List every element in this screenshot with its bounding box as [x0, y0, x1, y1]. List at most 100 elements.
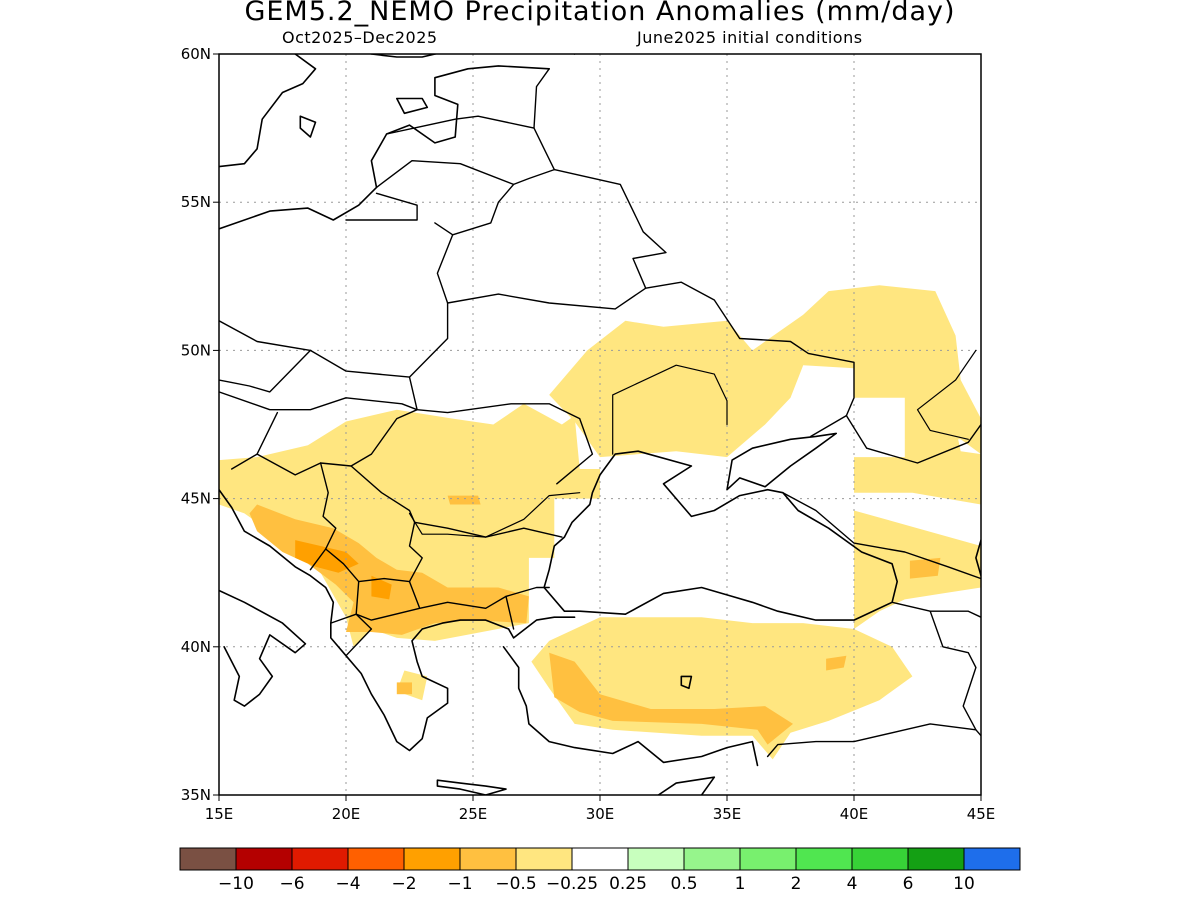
- forecast-period: Oct2025–Dec2025: [282, 28, 438, 47]
- anomaly-region: [549, 285, 981, 458]
- country-border: [219, 391, 594, 485]
- map-title: GEM5.2_NEMO Precipitation Anomalies (mm/…: [244, 0, 956, 27]
- country-border: [375, 159, 515, 189]
- anomaly-fill-layer: [219, 285, 981, 760]
- anomaly-region: [909, 557, 941, 579]
- color-bar-label: −6: [279, 874, 304, 894]
- anomaly-region: [249, 504, 529, 635]
- color-bar-label: 4: [847, 874, 858, 894]
- color-bar-swatch: [291, 847, 349, 871]
- saaremaa: [395, 97, 429, 115]
- color-bar-label: −10: [218, 874, 254, 894]
- color-bar-swatch: [627, 847, 685, 871]
- caspian-coast: [975, 539, 981, 577]
- color-bar-label: 0.25: [609, 874, 647, 894]
- color-bar-label: −4: [335, 874, 360, 894]
- sea-of-azov: [726, 432, 838, 491]
- country-border: [330, 613, 357, 624]
- country-border: [385, 115, 555, 171]
- color-bar-label: 6: [903, 874, 914, 894]
- color-bar-swatch: [683, 847, 741, 871]
- country-border: [408, 521, 550, 609]
- color-bar-swatch: [963, 847, 1021, 871]
- river-line: [916, 349, 977, 440]
- lon-tick-label: 25E: [459, 805, 488, 823]
- color-bar-label: 1: [735, 874, 746, 894]
- color-bar-label: −1: [447, 874, 472, 894]
- lon-tick-label: 30E: [586, 805, 615, 823]
- color-bar-swatch: [739, 847, 797, 871]
- color-bar-swatch: [907, 847, 965, 871]
- country-border: [446, 281, 855, 438]
- map-features: [219, 54, 981, 795]
- country-border: [891, 601, 981, 618]
- italy-heel: [219, 589, 307, 707]
- river-line: [408, 492, 581, 538]
- initial-conditions: June2025 initial conditions: [637, 28, 863, 47]
- country-border: [319, 409, 418, 467]
- lat-tick-label: 35N: [181, 786, 211, 804]
- color-bar-swatch: [515, 847, 573, 871]
- anomaly-region: [396, 682, 412, 695]
- lon-tick-label: 35E: [713, 805, 742, 823]
- country-border: [256, 453, 337, 571]
- anomaly-region: [295, 540, 359, 573]
- country-border: [533, 68, 550, 129]
- color-bar-swatch: [851, 847, 909, 871]
- lake-tuz: [680, 675, 693, 690]
- lon-tick-label: 45E: [967, 805, 996, 823]
- black-sea: [543, 450, 899, 621]
- color-bar-swatch: [403, 847, 461, 871]
- gotland: [299, 115, 317, 138]
- country-border: [219, 320, 411, 378]
- anomaly-region: [371, 575, 392, 600]
- color-bar: −10 −6 −4 −2 −1 −0.5 −0.25 0.25 0.5 1 2 4 6 10: [179, 847, 1021, 894]
- color-bar-swatch: [347, 847, 405, 871]
- finland-coast: [370, 54, 576, 58]
- lat-tick-label: 60N: [181, 45, 211, 63]
- lon-tick-label: 20E: [332, 805, 361, 823]
- country-border: [766, 723, 977, 758]
- anomaly-region: [447, 495, 481, 505]
- color-bar-label: 2: [791, 874, 802, 894]
- country-border: [505, 595, 515, 630]
- color-bar-swatch: [179, 847, 237, 871]
- graticule: [219, 54, 981, 795]
- lat-tick-label: 50N: [181, 341, 211, 359]
- color-bar-label: −2: [391, 874, 416, 894]
- anomaly-region: [549, 652, 793, 745]
- color-bar-label: 10: [953, 874, 975, 894]
- lat-tick-label: 40N: [181, 638, 211, 656]
- country-border: [219, 349, 312, 393]
- lat-tick-label: 55N: [181, 193, 211, 211]
- country-border: [350, 465, 563, 538]
- country-border: [452, 168, 667, 289]
- anomaly-region: [219, 403, 600, 647]
- country-border: [408, 222, 454, 411]
- color-bar-label: −0.5: [495, 874, 536, 894]
- sweden-coast: [219, 54, 317, 168]
- country-border: [345, 613, 373, 657]
- baltic-coast: [219, 65, 551, 230]
- color-bar-swatch: [235, 847, 293, 871]
- country-border: [782, 492, 981, 580]
- color-bar-label: −0.25: [546, 874, 598, 894]
- country-border: [230, 411, 279, 470]
- country-border: [355, 580, 421, 621]
- color-bar-label: 0.5: [670, 874, 697, 894]
- color-bar-swatch: [795, 847, 853, 871]
- color-bar-swatch: [459, 847, 517, 871]
- cyprus: [657, 776, 716, 795]
- anomaly-region: [531, 617, 913, 760]
- anomaly-region: [854, 427, 981, 505]
- lon-tick-label: 40E: [840, 805, 869, 823]
- adriatic-coast: [219, 488, 576, 752]
- turkey-aegean: [502, 645, 759, 767]
- country-border: [845, 414, 981, 464]
- river-line: [612, 364, 728, 455]
- country-border: [345, 192, 418, 221]
- lon-tick-label: 15E: [205, 805, 234, 823]
- lat-tick-label: 45N: [181, 490, 211, 508]
- anomaly-region: [826, 655, 847, 671]
